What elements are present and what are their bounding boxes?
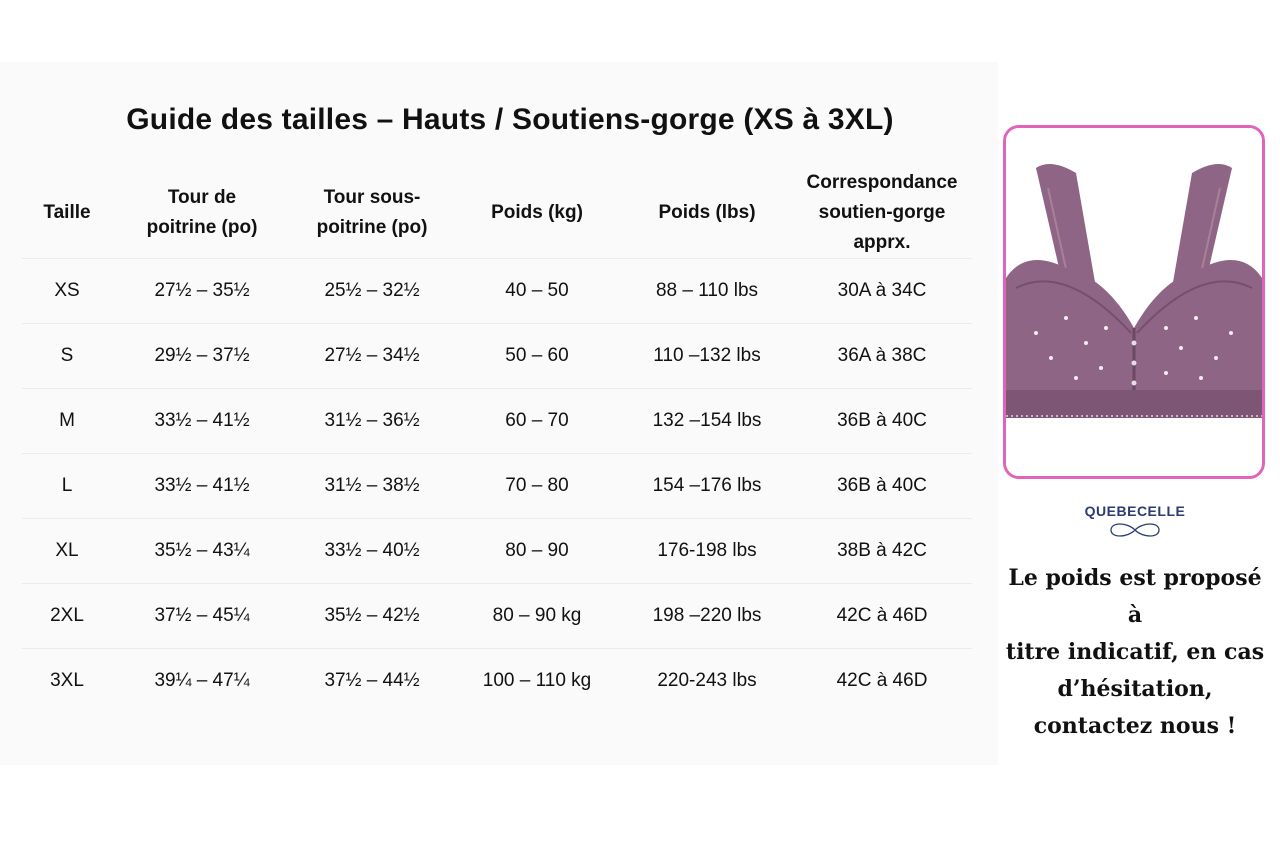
cell-weight-kg: 70 – 80 [452, 453, 622, 519]
infinity-icon [1110, 523, 1160, 537]
cell-underbust: 31½ – 36½ [292, 388, 452, 454]
note-line: d’hésitation, [1057, 676, 1213, 702]
cell-size: 3XL [50, 670, 84, 691]
cell-weight-lbs: 154 –176 lbs [622, 453, 792, 519]
header-bra-size: Correspondance soutien-gorge apprx. [792, 168, 972, 259]
product-image-frame [1003, 125, 1265, 479]
note-line: titre indicatif, en cas [1005, 639, 1265, 665]
table-row: M 33½ – 41½ 31½ – 36½ 60 – 70 132 –154 l… [22, 388, 972, 454]
cell-weight-lbs: 198 –220 lbs [622, 583, 792, 649]
cell-weight-kg: 100 – 110 kg [482, 670, 592, 691]
cell-weight-lbs: 110 –132 lbs [622, 323, 792, 389]
cell-bra-size: 42C à 46D [836, 670, 928, 691]
table-header-row: Taille Tour de poitrine (po) Tour sous-po… [22, 168, 972, 259]
cell-bust: 33½ – 41½ [112, 453, 292, 519]
cell-underbust: 31½ – 38½ [292, 453, 452, 519]
header-weight-lbs: Poids (lbs) [622, 168, 792, 259]
cell-weight-lbs: 88 – 110 lbs [622, 258, 792, 324]
cell-weight-kg: 40 – 50 [452, 258, 622, 324]
cell-weight-lbs: 132 –154 lbs [622, 388, 792, 454]
cell-bust: 39¼ – 47¼ [154, 670, 250, 691]
cell-size: S [22, 323, 112, 389]
header-size: Taille [22, 168, 112, 259]
page-title: Guide des tailles – Hauts / Soutiens-gor… [126, 103, 894, 136]
cell-bra-size: 36B à 40C [792, 388, 972, 454]
cell-bra-size: 36B à 40C [792, 453, 972, 519]
cell-bust: 35½ – 43¼ [112, 518, 292, 584]
cell-size: L [22, 453, 112, 519]
cell-size: XL [22, 518, 112, 584]
cell-bust: 33½ – 41½ [112, 388, 292, 454]
cell-underbust: 37½ – 44½ [324, 670, 420, 691]
table-row: L 33½ – 41½ 31½ – 38½ 70 – 80 154 –176 l… [22, 453, 972, 519]
brand-logo: QUEBECELLE [1084, 503, 1186, 519]
cell-size: XS [22, 258, 112, 324]
cell-bra-size: 30A à 34C [792, 258, 972, 324]
note-line: contactez nous ! [1033, 713, 1237, 739]
cell-size: 2XL [22, 583, 112, 649]
cell-size: M [22, 388, 112, 454]
header-bust: Tour de poitrine (po) [112, 168, 292, 259]
cell-bra-size: 36A à 38C [792, 323, 972, 389]
table-row: S 29½ – 37½ 27½ – 34½ 50 – 60 110 –132 l… [22, 323, 972, 389]
cell-weight-kg: 60 – 70 [452, 388, 622, 454]
cell-weight-lbs: 176-198 lbs [622, 518, 792, 584]
table-row: 3XL 39¼ – 47¼ 37½ – 44½ 100 – 110 kg 220… [22, 649, 972, 714]
cell-underbust: 25½ – 32½ [292, 258, 452, 324]
cell-weight-lbs: 220-243 lbs [657, 670, 757, 691]
cell-bust: 37½ – 45¼ [112, 583, 292, 649]
cell-bra-size: 38B à 42C [792, 518, 972, 584]
cell-weight-kg: 80 – 90 kg [452, 583, 622, 649]
header-underbust: Tour sous-poitrine (po) [292, 168, 452, 259]
cell-weight-kg: 50 – 60 [452, 323, 622, 389]
table-row: 2XL 37½ – 45¼ 35½ – 42½ 80 – 90 kg 198 –… [22, 583, 972, 649]
table-row: XL 35½ – 43¼ 33½ – 40½ 80 – 90 176-198 l… [22, 518, 972, 584]
cell-underbust: 35½ – 42½ [292, 583, 452, 649]
table-row: XS 27½ – 35½ 25½ – 32½ 40 – 50 88 – 110 … [22, 258, 972, 324]
cell-bra-size: 42C à 46D [792, 583, 972, 649]
note-line: Le poids est proposé à [1008, 565, 1262, 628]
weight-disclaimer: Le poids est proposé à titre indicatif, … [1000, 560, 1270, 745]
cell-underbust: 27½ – 34½ [292, 323, 452, 389]
bra-product-image [1006, 128, 1262, 476]
cell-weight-kg: 80 – 90 [452, 518, 622, 584]
header-weight-kg: Poids (kg) [452, 168, 622, 259]
size-table: Taille Tour de poitrine (po) Tour sous-po… [22, 168, 972, 713]
cell-bust: 27½ – 35½ [112, 258, 292, 324]
cell-underbust: 33½ – 40½ [292, 518, 452, 584]
cell-bust: 29½ – 37½ [112, 323, 292, 389]
